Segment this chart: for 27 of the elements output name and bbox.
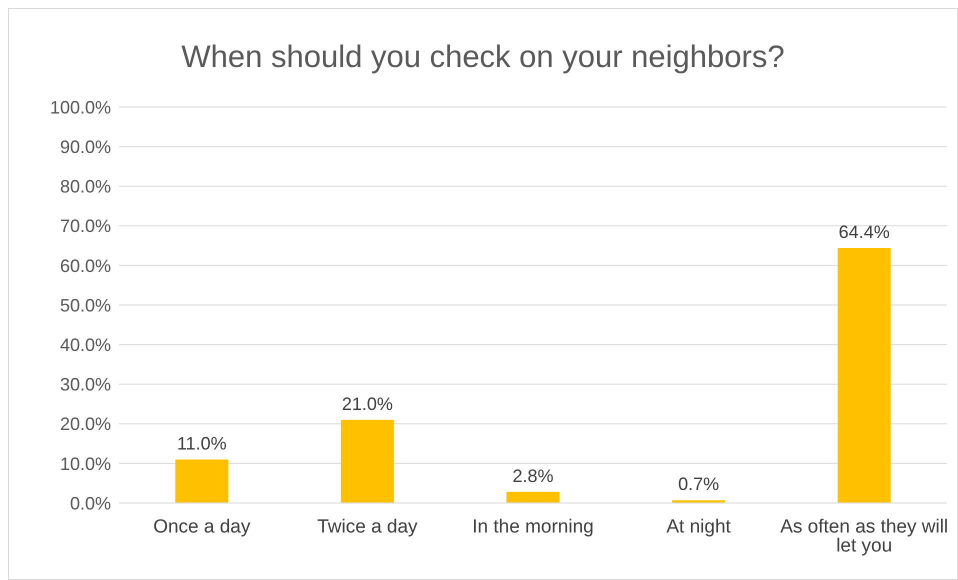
data-label: 64.4% xyxy=(838,222,890,242)
bar xyxy=(506,492,560,503)
y-tick-label: 0.0% xyxy=(70,493,111,514)
x-tick-label: Once a day xyxy=(153,516,251,538)
y-tick-label: 20.0% xyxy=(60,414,111,434)
x-tick-label: In the morning xyxy=(472,516,594,538)
bar xyxy=(838,248,891,503)
y-tick-label: 80.0% xyxy=(60,176,111,197)
chart-title: When should you check on your neighbors? xyxy=(180,39,786,75)
data-label: 2.8% xyxy=(512,466,554,486)
bar xyxy=(672,500,726,503)
bar xyxy=(175,459,228,503)
y-tick-label: 40.0% xyxy=(60,334,111,355)
bar xyxy=(340,420,394,503)
data-label: 21.0% xyxy=(342,394,393,414)
y-tick-label: 10.0% xyxy=(60,454,111,474)
x-tick-label: As often as they will let you xyxy=(780,516,948,556)
data-label: 0.7% xyxy=(678,474,720,494)
y-tick-label: 30.0% xyxy=(60,374,111,395)
y-tick-label: 70.0% xyxy=(60,216,111,236)
y-tick-label: 100.0% xyxy=(50,97,111,118)
y-tick-label: 90.0% xyxy=(60,136,111,157)
x-tick-label: At night xyxy=(666,516,732,538)
y-tick-label: 60.0% xyxy=(60,256,111,276)
y-tick-label: 50.0% xyxy=(60,295,111,316)
x-tick-label: Twice a day xyxy=(317,516,418,538)
data-label: 11.0% xyxy=(176,433,227,454)
